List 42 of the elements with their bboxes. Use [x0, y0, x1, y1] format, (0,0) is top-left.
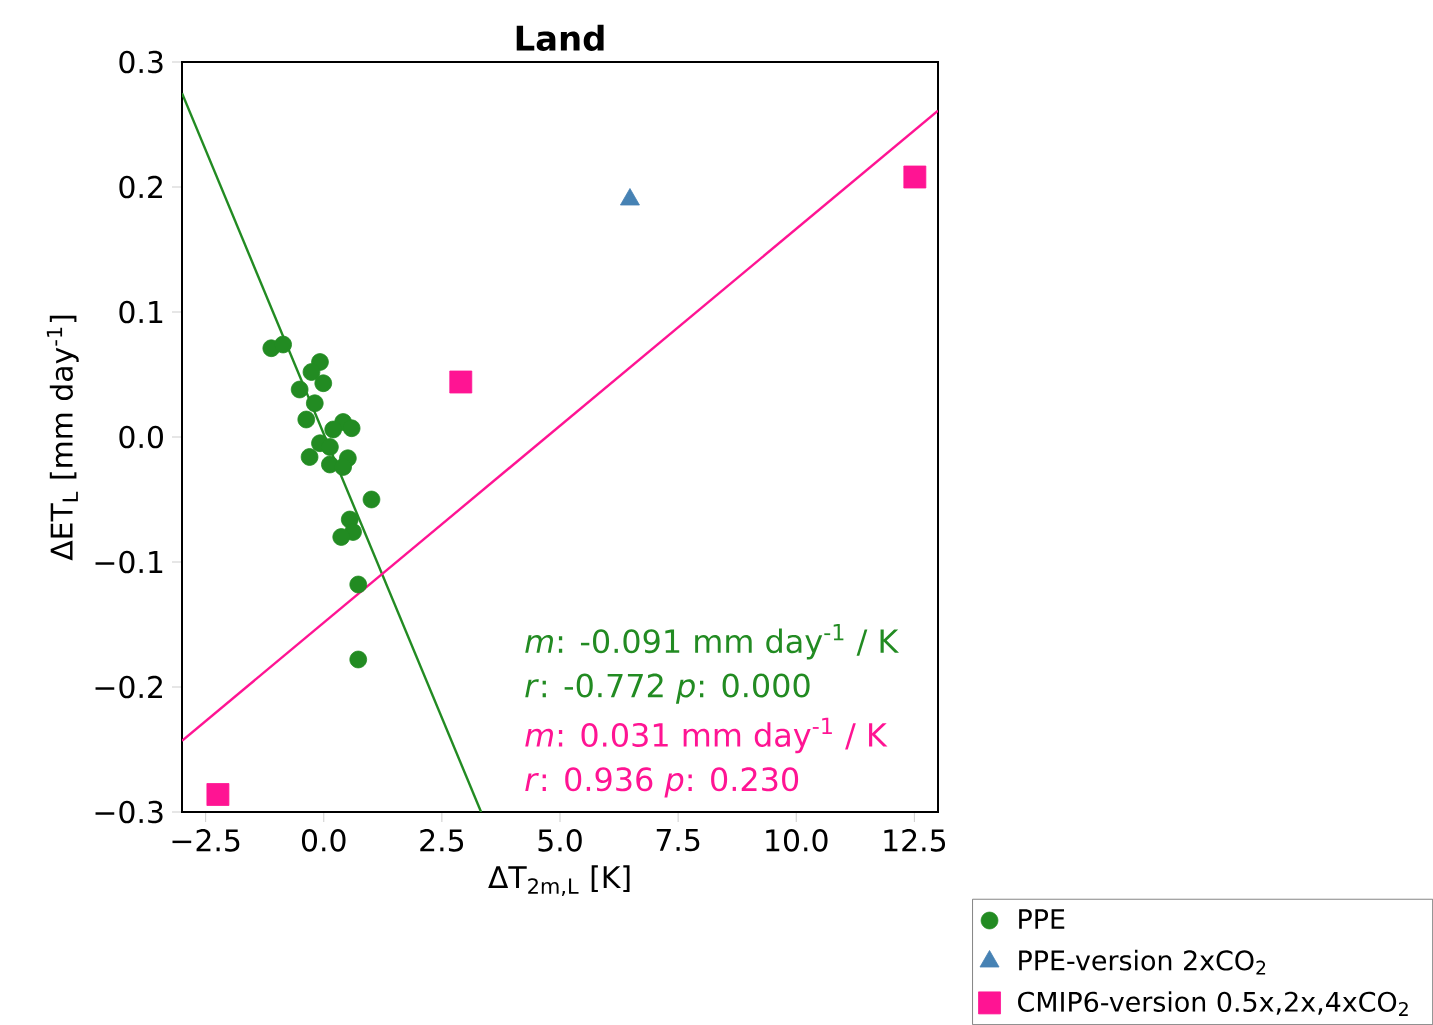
legend-label: CMIP6-version 0.5x,2x,4xCO$_{2}$: [1018, 991, 1408, 1016]
y-tick-label: 0.0: [119, 425, 163, 449]
y-tick-label: −0.3: [95, 800, 163, 824]
y-tick-label: 0.1: [119, 300, 163, 324]
y-tick-label: −0.1: [95, 550, 163, 574]
point: [324, 420, 342, 439]
y-tick-label: 0.2: [119, 175, 162, 199]
legend-label: PPE: [1019, 909, 1065, 929]
point: [300, 448, 319, 466]
annotation: m: -0.091 mm day$^{-1}$ / K: [525, 624, 899, 660]
x-axis-title: ΔT$_{2m,L}$ [K]: [488, 865, 630, 897]
annotation: r: -0.772 p: 0.000: [525, 673, 810, 704]
legend-label: PPE-version 2xCO$_{2}$: [1019, 949, 1266, 975]
y-tick-label: −0.2: [95, 675, 162, 699]
point: [349, 650, 368, 669]
x-tick-label: 10.0: [766, 829, 828, 852]
annotation: r: 0.936 p: 0.230: [525, 767, 799, 798]
point: [332, 528, 351, 546]
y-tick-label: 0.3: [119, 50, 163, 74]
point: [321, 438, 339, 456]
point: [314, 374, 333, 393]
point: [206, 783, 230, 806]
x-tick-label: −2.5: [172, 829, 240, 852]
point: [274, 335, 292, 354]
point: [290, 380, 309, 399]
point: [334, 458, 352, 476]
point: [297, 410, 316, 429]
chart-title: Land: [516, 24, 604, 51]
point: [449, 370, 473, 394]
x-tick-label: 2.5: [420, 829, 464, 852]
point: [349, 575, 368, 594]
x-tick-label: 0.0: [301, 829, 346, 852]
point: [302, 363, 321, 381]
x-tick-label: 5.0: [538, 829, 582, 852]
point: [305, 394, 324, 413]
annotation: m: 0.031 mm day$^{-1}$ / K: [525, 717, 888, 754]
x-tick-label: 12.5: [884, 829, 946, 852]
y-axis-title: ΔET$_{L}$ [mm day$^{-1}$]: [46, 315, 79, 561]
point: [903, 165, 927, 189]
point: [362, 490, 381, 509]
point: [342, 419, 361, 438]
x-tick-label: 7.5: [656, 829, 700, 852]
